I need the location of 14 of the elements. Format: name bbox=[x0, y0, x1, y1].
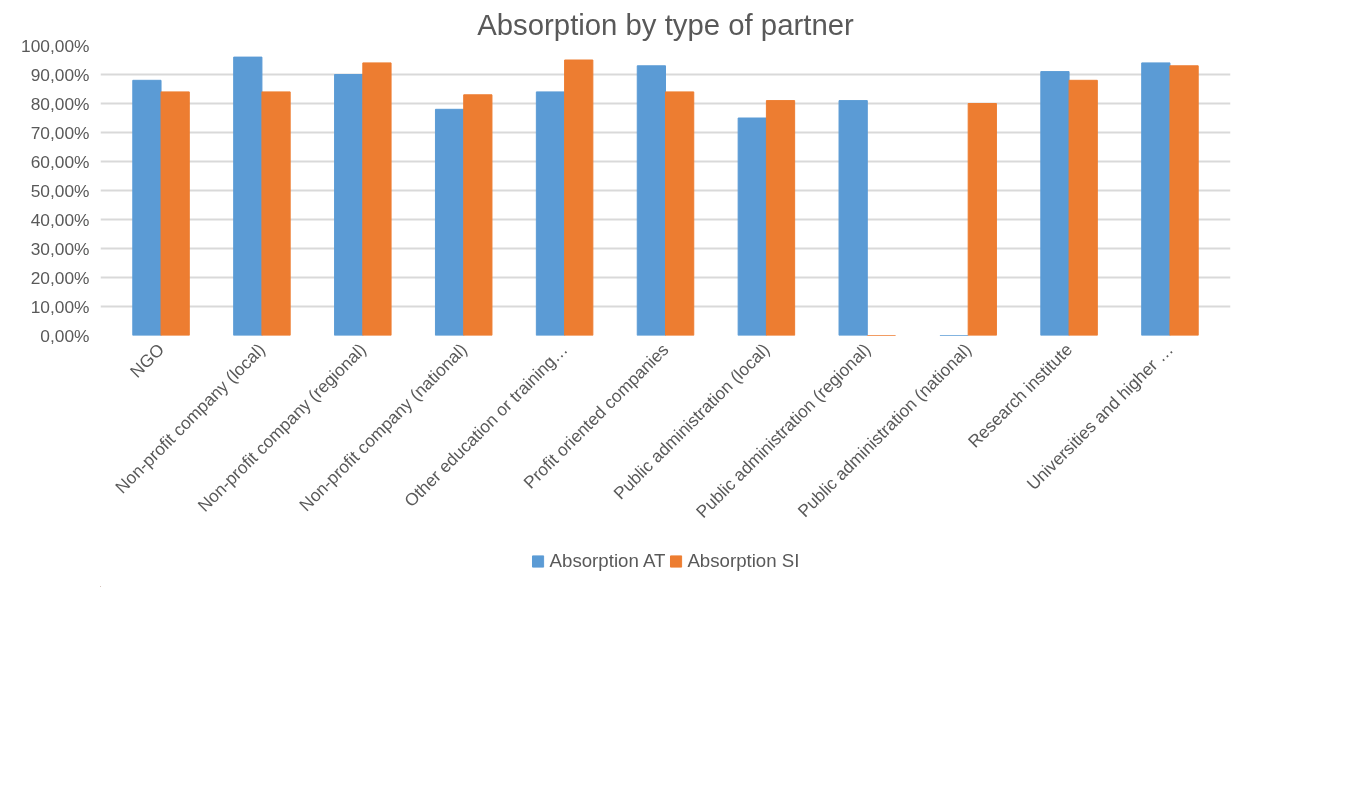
chart-title: Absorption by type of partner bbox=[477, 7, 855, 41]
y-tick-label: 70,00% bbox=[30, 122, 90, 143]
y-tick-label: 10,00% bbox=[30, 296, 90, 317]
legend-label: Absorption AT bbox=[549, 550, 666, 572]
y-tick-label: 0,00% bbox=[40, 325, 90, 346]
y-tick-label: 50,00% bbox=[30, 180, 90, 201]
y-tick-label: 100,00% bbox=[21, 35, 90, 56]
y-tick-label: 60,00% bbox=[30, 151, 90, 172]
y-tick-label: 20,00% bbox=[30, 267, 90, 288]
y-tick-label: 80,00% bbox=[30, 93, 90, 114]
y-tick-label: 30,00% bbox=[30, 238, 90, 259]
y-tick-label: 90,00% bbox=[30, 64, 90, 85]
legend-label: Absorption SI bbox=[687, 550, 800, 572]
y-tick-label: 40,00% bbox=[30, 209, 90, 230]
